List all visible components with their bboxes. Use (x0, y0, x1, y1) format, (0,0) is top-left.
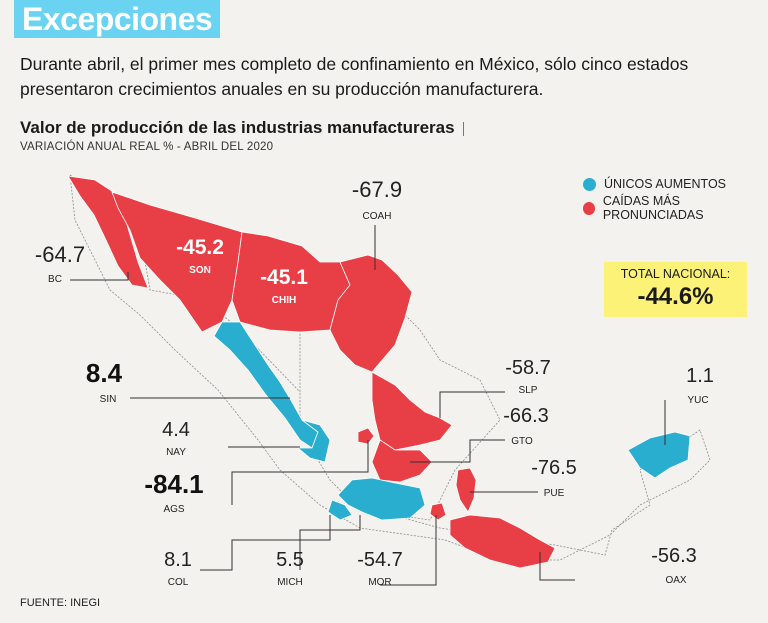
leader-slp (439, 391, 505, 418)
label-chih-code: CHIH (272, 295, 296, 306)
state-ags (357, 427, 375, 445)
state-mor (429, 502, 447, 521)
state-labels: -64.7 BC -45.2 SON -45.1 CHIH -67.9 COAH… (35, 177, 714, 588)
label-son-value: -45.2 (176, 236, 224, 259)
leader-mich (299, 515, 361, 570)
label-ags-value: -84.1 (144, 469, 203, 499)
label-mor-value: -54.7 (357, 549, 403, 571)
label-nay-code: NAY (166, 447, 186, 458)
state-gto (371, 439, 433, 483)
label-sin-value: 8.4 (86, 358, 123, 388)
chart-subtitle: VARIACIÓN ANUAL REAL % - ABRIL DEL 2020 (20, 141, 274, 153)
leader-ags (231, 440, 369, 505)
label-coah-value: -67.9 (352, 177, 402, 202)
label-mich-value: 5.5 (276, 549, 304, 571)
label-pue-code: PUE (544, 488, 565, 499)
state-oax (449, 514, 556, 569)
leader-mor (380, 515, 437, 586)
label-slp-code: SLP (519, 385, 538, 396)
chart-title: Valor de producción de las industrias ma… (20, 118, 464, 138)
state-nay (296, 419, 331, 463)
state-pue (455, 467, 477, 513)
state-coah (329, 254, 413, 373)
label-oax-code: OAX (665, 575, 686, 586)
legend-decrease-label: CAÍDAS MÁS PRONUNCIADAS (602, 194, 704, 222)
state-yuc (627, 431, 691, 479)
legend-decrease-swatch (583, 201, 595, 215)
label-oax-value: -56.3 (651, 545, 697, 567)
label-bc-value: -64.7 (35, 242, 85, 267)
state-col (327, 499, 353, 521)
label-chih-value: -45.1 (260, 266, 308, 289)
label-gto-value: -66.3 (503, 405, 549, 427)
leader-bc (70, 272, 129, 281)
label-ags-code: AGS (163, 504, 184, 515)
leader-col (200, 515, 331, 571)
label-yuc-value: 1.1 (686, 365, 714, 387)
label-pue-value: -76.5 (531, 457, 577, 479)
legend-decrease: CAÍDAS MÁS PRONUNCIADAS (583, 194, 768, 222)
label-nay-value: 4.4 (162, 419, 190, 441)
total-national-box: TOTAL NACIONAL: -44.6% (604, 262, 747, 317)
label-col-code: COL (168, 577, 189, 588)
source-note: FUENTE: INEGI (20, 597, 101, 609)
label-sin-code: SIN (100, 394, 117, 405)
label-col-value: 8.1 (164, 549, 192, 571)
leader-lines (70, 225, 666, 586)
title-banner: Excepciones (14, 0, 221, 38)
label-slp-value: -58.7 (505, 357, 551, 379)
legend-increase-label: ÚNICOS AUMENTOS (604, 177, 727, 191)
state-slp (371, 371, 453, 451)
label-mor-code: MOR (368, 577, 391, 588)
label-gto-code: GTO (511, 436, 533, 447)
chart-title-text: Valor de producción de las industrias ma… (20, 118, 455, 137)
legend-increase-swatch (583, 177, 596, 191)
page-title: Excepciones (22, 1, 213, 37)
title-divider (462, 121, 464, 136)
state-mich (337, 477, 426, 521)
leader-gto (410, 439, 505, 463)
label-bc-code: BC (48, 274, 62, 285)
total-label: TOTAL NACIONAL: (620, 267, 731, 281)
state-son (111, 191, 243, 333)
leader-oax (539, 552, 575, 581)
total-value: -44.6% (637, 283, 714, 310)
label-son-code: SON (189, 265, 211, 276)
intro-text: Durante abril, el primer mes completo de… (20, 54, 689, 99)
map-legend: ÚNICOS AUMENTOS CAÍDAS MÁS PRONUNCIADAS (583, 172, 768, 222)
label-yuc-code: YUC (687, 395, 708, 406)
label-mich-code: MICH (277, 577, 303, 588)
label-coah-code: COAH (363, 211, 392, 222)
legend-increase: ÚNICOS AUMENTOS (583, 172, 768, 196)
